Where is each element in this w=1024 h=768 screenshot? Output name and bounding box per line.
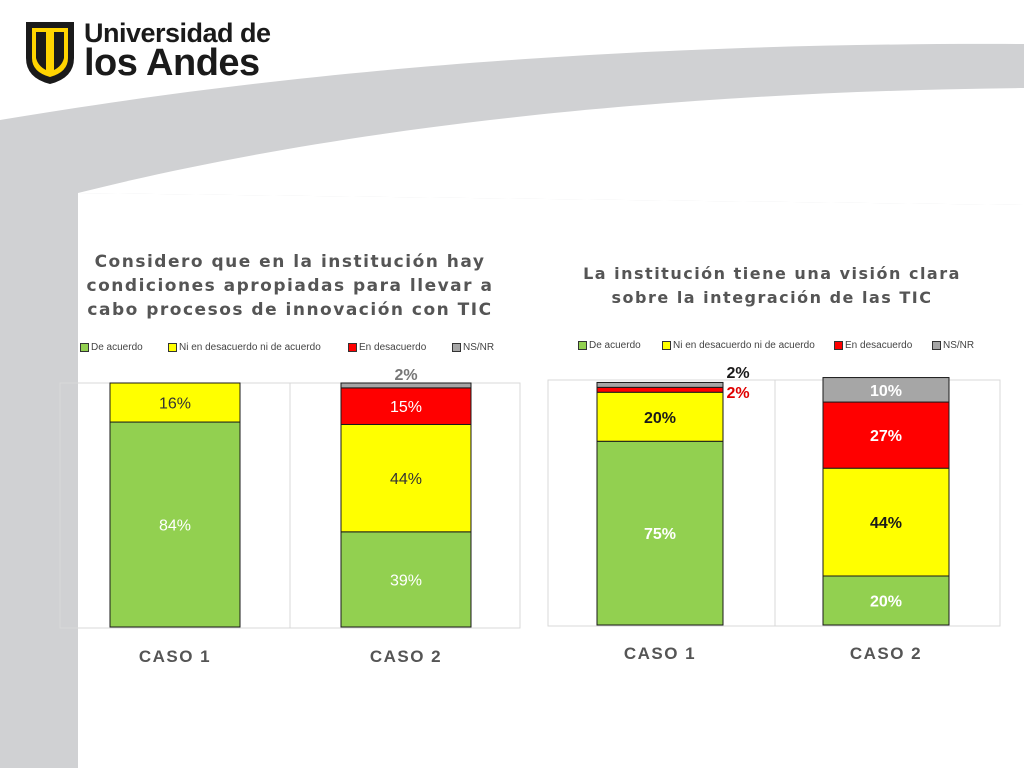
data-label: 16%: [159, 396, 191, 413]
chart-2-legend: De acuerdo Ni en desacuerdo ni de acuerdo…: [578, 340, 998, 354]
chart-2-plot: 75% 20% 2% 2% CASO 1 20% 44% 27% 10% CASO 2: [547, 365, 1001, 663]
category-label-1: CASO 1: [624, 644, 696, 663]
bar-2-de-acuerdo: [340, 531, 472, 628]
chart-2-title: La institución tiene una visión clara so…: [583, 264, 961, 307]
legend-swatch: [348, 342, 357, 352]
data-label: 84%: [159, 518, 191, 535]
data-label: 2%: [726, 385, 749, 402]
bar-1-ni-en-desacuerdo-ni-de-acuerdo: [109, 382, 241, 423]
plot-frame: [547, 379, 1001, 627]
legend-label: En desacuerdo: [359, 342, 427, 353]
legend-label: De acuerdo: [589, 340, 641, 351]
bar-2-de-acuerdo: [822, 575, 950, 626]
bar-2-ns-nr: [822, 377, 950, 403]
bar-1-ni-en-desacuerdo-ni-de-acuerdo: [596, 391, 724, 442]
chart-1-plot: 84% 16% CASO 1 39% 44% 15% 2% CASO 2: [59, 367, 521, 666]
legend-swatch: [168, 342, 177, 352]
legend-label: NS/NR: [463, 342, 495, 353]
bar-2-ni-en-desacuerdo-ni-de-acuerdo: [340, 423, 472, 533]
data-label: 75%: [644, 526, 676, 543]
legend-item-2: Ni en desacuerdo ni de acuerdo: [168, 342, 321, 353]
data-label: 44%: [390, 471, 422, 488]
legend-swatch: [452, 342, 461, 352]
bar-2-ni-en-desacuerdo-ni-de-acuerdo: [822, 467, 950, 577]
legend-item-4: NS/NR: [932, 340, 974, 351]
legend-label: En desacuerdo: [845, 340, 913, 351]
chart-1-legend: De acuerdo Ni en desacuerdo ni de acuerdo…: [80, 342, 500, 356]
bar-2-en-desacuerdo: [340, 387, 472, 425]
category-label-2: CASO 2: [850, 644, 922, 663]
bar-1-de-acuerdo: [596, 440, 724, 626]
legend-label: NS/NR: [943, 340, 975, 351]
legend-swatch: [932, 340, 941, 350]
logo-shield-icon: [26, 22, 74, 84]
data-label: 10%: [870, 383, 902, 400]
data-label: 15%: [390, 399, 422, 416]
legend-item-1: De acuerdo: [578, 340, 641, 351]
bar-1-ns-nr: [596, 381, 724, 388]
legend-swatch: [662, 340, 671, 350]
data-label: 20%: [644, 410, 676, 427]
legend-item-3: En desacuerdo: [348, 342, 426, 353]
bar-1-en-desacuerdo: [596, 386, 724, 393]
data-label: 27%: [870, 428, 902, 445]
legend-item-3: En desacuerdo: [834, 340, 912, 351]
legend-label: Ni en desacuerdo ni de acuerdo: [179, 342, 321, 353]
category-label-1: CASO 1: [139, 647, 211, 666]
logo-text-line1: Universidad de: [84, 18, 271, 48]
category-label-2: CASO 2: [370, 647, 442, 666]
legend-item-1: De acuerdo: [80, 342, 143, 353]
legend-item-4: NS/NR: [452, 342, 494, 353]
data-label: 44%: [870, 515, 902, 532]
legend-label: Ni en desacuerdo ni de acuerdo: [673, 340, 815, 351]
data-label: 39%: [390, 572, 422, 589]
data-label: 2%: [394, 367, 417, 384]
legend-label: De acuerdo: [91, 342, 143, 353]
bar-2-ns-nr: [340, 382, 472, 389]
legend-swatch: [834, 340, 843, 350]
chart-1-title: Considero que en la institución hay cond…: [86, 252, 494, 320]
data-label: 20%: [870, 594, 902, 611]
legend-swatch: [578, 340, 587, 350]
bar-2-en-desacuerdo: [822, 401, 950, 469]
data-label: 2%: [726, 365, 749, 382]
logo-text-line2: los Andes: [84, 42, 260, 84]
legend-item-2: Ni en desacuerdo ni de acuerdo: [662, 340, 815, 351]
bar-1-de-acuerdo: [109, 421, 241, 628]
legend-swatch: [80, 342, 89, 352]
